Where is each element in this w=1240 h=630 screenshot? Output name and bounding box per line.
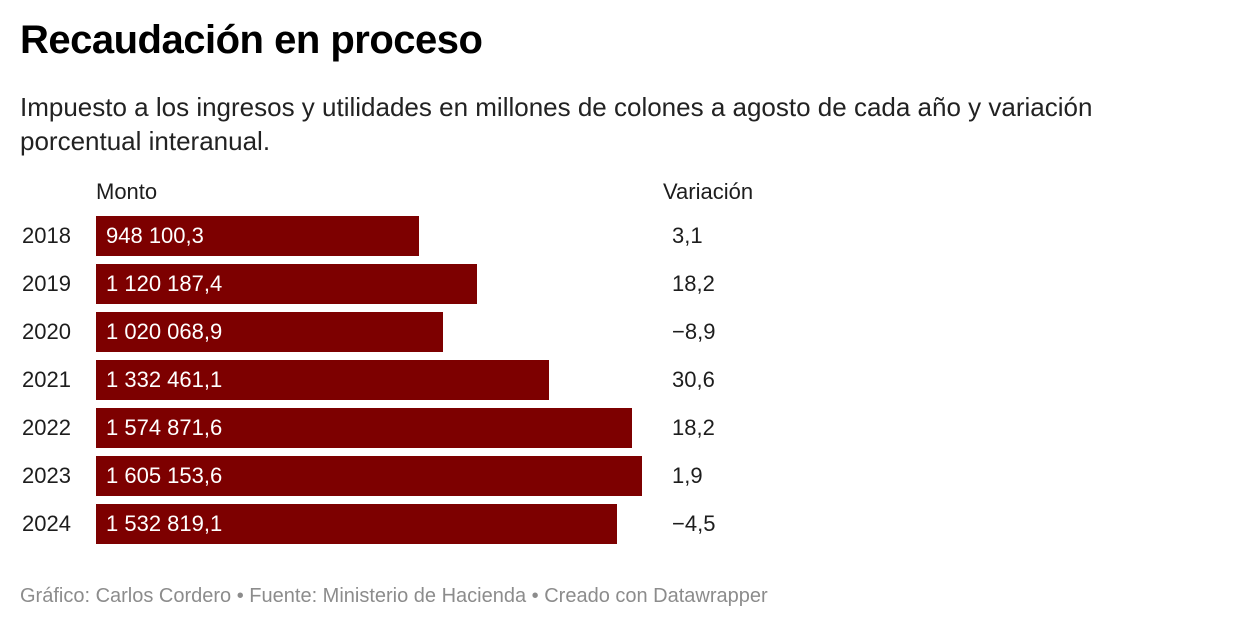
bar-row-2019: 2019 1 120 187,4 18,2 — [0, 264, 1240, 304]
chart-title: Recaudación en proceso — [20, 18, 483, 62]
bar-row-2022: 2022 1 574 871,6 18,2 — [0, 408, 1240, 448]
variation-value: 30,6 — [672, 367, 715, 392]
variation-value: 1,9 — [672, 463, 703, 488]
bar — [96, 264, 477, 304]
variation-value: −4,5 — [672, 511, 716, 536]
bar-value-label: 1 605 153,6 — [106, 463, 223, 488]
chart-footer: Gráfico: Carlos Cordero • Fuente: Minist… — [20, 585, 768, 607]
bar-row-2020: 2020 1 020 068,9 −8,9 — [0, 312, 1240, 352]
category-label: 2022 — [22, 415, 71, 440]
column-header-change: Variación — [663, 179, 754, 204]
category-label: 2018 — [22, 223, 71, 248]
bar-value-label: 1 120 187,4 — [106, 271, 223, 296]
category-label: 2024 — [22, 511, 71, 536]
category-label: 2023 — [22, 463, 71, 488]
variation-value: −8,9 — [672, 319, 716, 344]
category-label: 2019 — [22, 271, 71, 296]
bar-row-2023: 2023 1 605 153,6 1,9 — [0, 456, 1240, 496]
bar-row-2024: 2024 1 532 819,1 −4,5 — [0, 504, 1240, 544]
bar-value-label: 1 574 871,6 — [106, 415, 223, 440]
variation-value: 3,1 — [672, 223, 703, 248]
column-header-amount: Monto — [96, 179, 158, 204]
chart-subtitle: Impuesto a los ingresos y utilidades en … — [20, 92, 1093, 156]
bar — [96, 504, 617, 544]
category-label: 2021 — [22, 367, 71, 392]
bar-value-label: 1 020 068,9 — [106, 319, 223, 344]
bar — [96, 216, 419, 256]
bar-value-label: 1 532 819,1 — [106, 511, 223, 536]
bar — [96, 360, 549, 400]
bar — [96, 408, 632, 448]
bar — [96, 312, 443, 352]
bar-row-2018: 2018 948 100,3 3,1 — [0, 216, 1240, 256]
variation-value: 18,2 — [672, 271, 715, 296]
category-label: 2020 — [22, 319, 71, 344]
variation-value: 18,2 — [672, 415, 715, 440]
bar-value-label: 948 100,3 — [106, 223, 204, 248]
bar-row-2021: 2021 1 332 461,1 30,6 — [0, 360, 1240, 400]
bar-value-label: 1 332 461,1 — [106, 367, 223, 392]
bar — [96, 456, 642, 496]
